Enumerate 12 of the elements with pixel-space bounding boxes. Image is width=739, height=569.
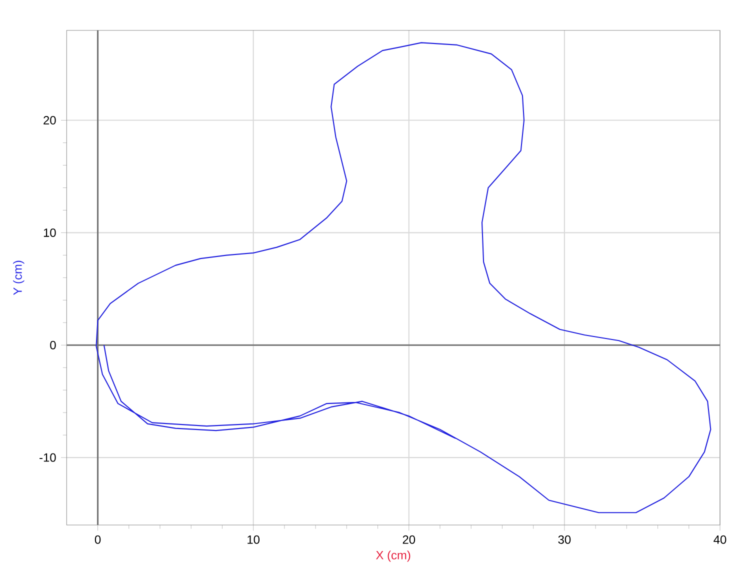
y-axis-title: Y (cm) (13, 260, 24, 295)
x-tick-label: 30 (558, 535, 571, 544)
y-tick-label: 10 (44, 228, 56, 237)
y-tick-label: 0 (50, 340, 56, 350)
y-tick-label: -10 (40, 453, 56, 462)
x-tick-label: 40 (714, 535, 726, 544)
x-tick-label: 10 (248, 535, 260, 544)
line-series (96, 42, 712, 514)
x-tick-label: 20 (402, 535, 416, 544)
x-tick-label: 0 (94, 535, 101, 544)
x-axis-title: X (cm) (376, 550, 410, 562)
y-tick-label: 20 (44, 116, 56, 125)
